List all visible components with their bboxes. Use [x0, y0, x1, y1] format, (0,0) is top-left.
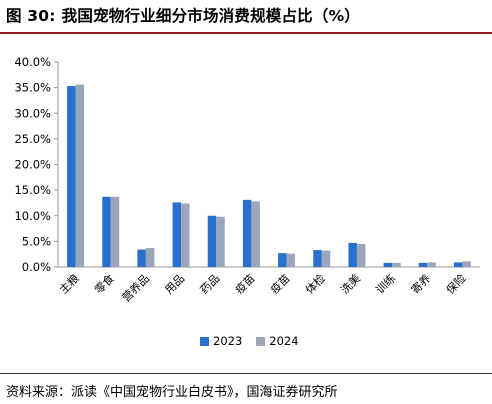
bar-2024	[321, 250, 331, 267]
x-tick-label: 零食	[91, 271, 116, 296]
chart-title: 我国宠物行业细分市场消费规模占比（%）	[61, 7, 361, 25]
bar-2023	[242, 199, 252, 267]
source-note: 资料来源：派读《中国宠物行业白皮书》，国海证券研究所	[6, 385, 338, 400]
bar-2024	[75, 84, 85, 267]
x-tick-label: 营养品	[119, 271, 152, 304]
y-tick-label: 35.0%	[14, 81, 51, 95]
bar-2024	[427, 262, 436, 267]
y-tick-label: 10.0%	[14, 209, 51, 223]
x-tick-label: 疫苗	[267, 271, 292, 296]
x-tick-label: 主粮	[56, 271, 81, 296]
figure-title: 图 30: 我国宠物行业细分市场消费规模占比（%）	[6, 4, 486, 26]
y-tick-label: 15.0%	[14, 183, 51, 197]
bar-2023	[137, 249, 146, 267]
bar-2023	[102, 196, 111, 267]
bar-2024	[392, 262, 401, 267]
bar-2024	[181, 203, 190, 267]
y-tick-label: 25.0%	[14, 132, 51, 146]
bar-2024	[251, 201, 260, 267]
y-tick-label: 30.0%	[14, 106, 51, 120]
y-tick-label: 5.0%	[22, 234, 51, 248]
y-tick-label: 0.0%	[22, 260, 51, 274]
bar-2024	[145, 248, 155, 267]
legend-swatch-2024	[256, 336, 266, 346]
bar-2023	[418, 262, 428, 267]
bar-2023	[383, 262, 393, 267]
source-rule	[0, 373, 492, 374]
x-tick-label: 寄养	[408, 271, 433, 296]
legend: 2023 2024	[200, 334, 299, 348]
bar-2024	[216, 216, 225, 267]
y-tick-label: 20.0%	[14, 158, 51, 172]
x-tick-label: 药品	[198, 272, 223, 297]
bar-chart: 0.0% 5.0% 10.0% 15.0% 20.0% 25.0% 30.0% 35.0% 40…	[14, 55, 480, 304]
bar-2023	[348, 242, 357, 267]
legend-swatch-2023	[200, 336, 209, 346]
bar-2023	[313, 250, 322, 267]
bar-2024	[286, 253, 296, 267]
figure-label: 图 30:	[6, 7, 56, 25]
y-tick-label: 40.0%	[14, 55, 51, 69]
legend-label-2024: 2024	[269, 334, 299, 348]
x-tick-label: 洗美	[338, 272, 363, 297]
x-tick-label: 训练	[373, 271, 398, 296]
title-rule	[0, 32, 492, 34]
legend-item-2023: 2023	[200, 334, 242, 348]
bar-2024	[110, 196, 120, 267]
x-tick-label: 疫苗	[232, 271, 257, 296]
bar-2024	[356, 243, 366, 267]
bar-2023	[453, 262, 463, 267]
bar-2023	[172, 202, 182, 267]
bar-2023	[278, 253, 287, 267]
x-tick-label: 保险	[443, 271, 468, 296]
x-tick-label: 体检	[302, 271, 327, 296]
bar-2023	[207, 215, 217, 267]
bar-2023	[67, 86, 76, 268]
legend-item-2024: 2024	[256, 334, 299, 348]
bar-2024	[462, 261, 471, 267]
legend-label-2023: 2023	[213, 334, 243, 348]
x-tick-label: 用品	[162, 272, 187, 297]
